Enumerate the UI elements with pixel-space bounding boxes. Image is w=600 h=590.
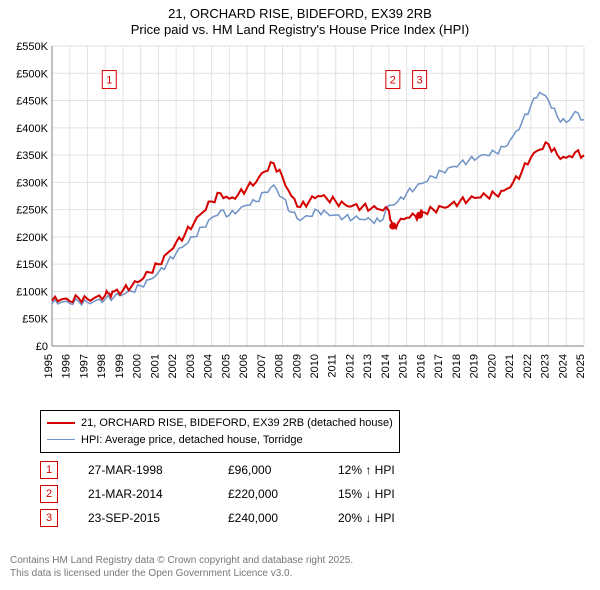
footer: Contains HM Land Registry data © Crown c… <box>10 554 353 580</box>
x-tick-label: 2019 <box>469 354 481 378</box>
x-tick-label: 2010 <box>309 354 321 378</box>
x-tick-label: 2009 <box>291 354 303 378</box>
y-tick-label: £300K <box>16 177 48 189</box>
legend-item: HPI: Average price, detached house, Torr… <box>47 432 393 449</box>
x-tick-label: 2001 <box>149 354 161 378</box>
sale-row: 2 21-MAR-2014£220,00015% ↓ HPI <box>40 482 448 506</box>
x-tick-label: 2025 <box>575 354 587 378</box>
x-tick-label: 2011 <box>327 354 339 378</box>
x-tick-label: 1999 <box>114 354 126 378</box>
sale-row: 3 23-SEP-2015£240,00020% ↓ HPI <box>40 506 448 530</box>
x-tick-label: 2012 <box>344 354 356 378</box>
y-tick-label: £550K <box>16 42 48 53</box>
sale-row: 1 27-MAR-1998£96,00012% ↑ HPI <box>40 458 448 482</box>
series-price-paid <box>420 142 584 215</box>
legend-swatch <box>47 439 75 440</box>
chart-svg: £0 £50K £100K £150K £200K £250K £300K £350K £400… <box>10 42 590 402</box>
y-tick-label: £200K <box>16 232 48 244</box>
footer-line-1: Contains HM Land Registry data © Crown c… <box>10 554 353 567</box>
x-tick-label: 2005 <box>220 354 232 378</box>
series-price-paid <box>52 162 393 302</box>
x-tick-label: 2000 <box>132 354 144 378</box>
sale-delta: 20% ↓ HPI <box>338 511 448 525</box>
x-tick-label: 2002 <box>167 354 179 378</box>
sale-marker-number: 3 <box>417 75 423 87</box>
x-tick-label: 2013 <box>362 354 374 378</box>
sale-price: £96,000 <box>228 463 338 477</box>
x-tick-label: 1997 <box>78 354 90 378</box>
sale-date: 21-MAR-2014 <box>88 487 228 501</box>
x-tick-label: 1998 <box>96 354 108 378</box>
footer-line-2: This data is licensed under the Open Gov… <box>10 567 353 580</box>
sale-date: 23-SEP-2015 <box>88 511 228 525</box>
chart: £0 £50K £100K £150K £200K £250K £300K £350K £400… <box>10 42 590 402</box>
y-tick-label: £500K <box>16 68 48 80</box>
sale-marker-number: 1 <box>106 75 112 87</box>
legend-item: 21, ORCHARD RISE, BIDEFORD, EX39 2RB (de… <box>47 415 393 432</box>
x-tick-label: 1996 <box>61 354 73 378</box>
x-tick-label: 2007 <box>256 354 268 378</box>
legend-label: 21, ORCHARD RISE, BIDEFORD, EX39 2RB (de… <box>81 415 393 432</box>
figure-container: 21, ORCHARD RISE, BIDEFORD, EX39 2RB Pri… <box>0 0 600 590</box>
title-line-2: Price paid vs. HM Land Registry's House … <box>0 22 600 38</box>
y-tick-label: £50K <box>22 314 48 326</box>
x-tick-label: 2003 <box>185 354 197 378</box>
legend-label: HPI: Average price, detached house, Torr… <box>81 432 303 449</box>
sales-table: 1 27-MAR-1998£96,00012% ↑ HPI 2 21-MAR-2014… <box>40 458 448 530</box>
sale-marker-number: 2 <box>390 75 396 87</box>
y-tick-label: £100K <box>16 286 48 298</box>
x-tick-label: 2014 <box>380 354 392 378</box>
x-tick-label: 2016 <box>415 354 427 378</box>
sale-price: £220,000 <box>228 487 338 501</box>
sale-price: £240,000 <box>228 511 338 525</box>
x-tick-label: 2021 <box>504 354 516 378</box>
sale-delta: 12% ↑ HPI <box>338 463 448 477</box>
x-tick-label: 2023 <box>540 354 552 378</box>
sale-marker: 3 <box>40 509 58 527</box>
x-tick-label: 2022 <box>522 354 534 378</box>
x-tick-label: 2020 <box>486 354 498 378</box>
sale-date: 27-MAR-1998 <box>88 463 228 477</box>
y-tick-label: £250K <box>16 205 48 217</box>
y-tick-label: £350K <box>16 150 48 162</box>
x-tick-label: 2018 <box>451 354 463 378</box>
sale-marker: 1 <box>40 461 58 479</box>
x-tick-label: 2015 <box>398 354 410 378</box>
y-tick-label: £0 <box>36 341 48 353</box>
sale-marker: 2 <box>40 485 58 503</box>
sale-dot <box>389 223 396 230</box>
title-line-1: 21, ORCHARD RISE, BIDEFORD, EX39 2RB <box>0 6 600 22</box>
x-tick-label: 2006 <box>238 354 250 378</box>
x-tick-label: 2024 <box>557 354 569 378</box>
x-tick-label: 1995 <box>43 354 55 378</box>
y-tick-label: £400K <box>16 123 48 135</box>
sale-delta: 15% ↓ HPI <box>338 487 448 501</box>
x-tick-label: 2008 <box>274 354 286 378</box>
legend: 21, ORCHARD RISE, BIDEFORD, EX39 2RB (de… <box>40 410 400 453</box>
title-block: 21, ORCHARD RISE, BIDEFORD, EX39 2RB Pri… <box>0 0 600 39</box>
y-tick-label: £450K <box>16 96 48 108</box>
sale-dot <box>416 212 423 219</box>
x-tick-label: 2017 <box>433 354 445 378</box>
x-tick-label: 2004 <box>203 354 215 378</box>
y-tick-label: £150K <box>16 259 48 271</box>
legend-swatch <box>47 422 75 424</box>
